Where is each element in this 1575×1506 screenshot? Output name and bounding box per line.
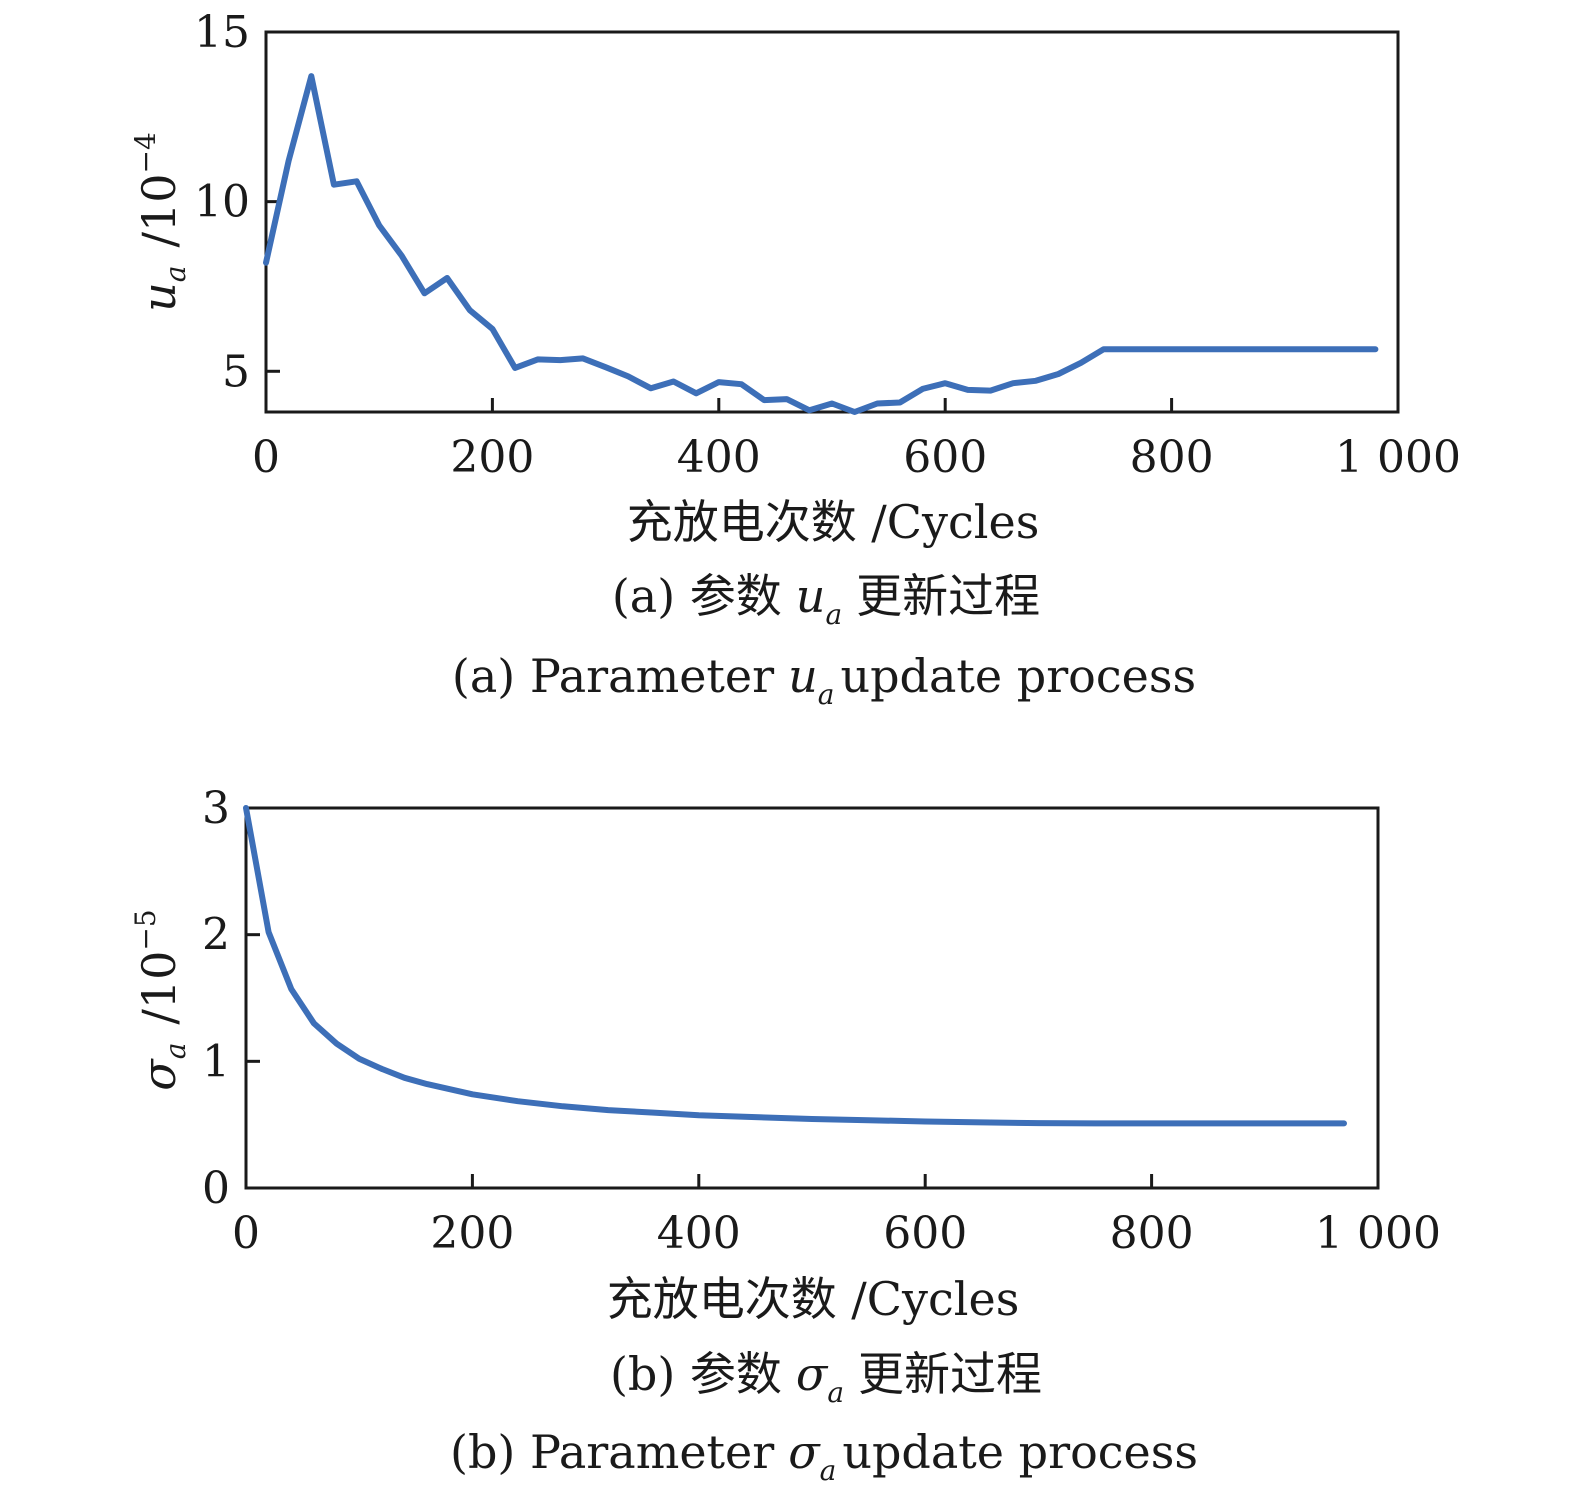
x-tick-label: 600 xyxy=(903,432,987,483)
y-tick-label: 0 xyxy=(202,1163,230,1214)
y-ticks-a: 5 10 15 xyxy=(194,7,280,397)
y-axis-title-a: ua/10−4 xyxy=(129,132,192,312)
x-tick-label: 1 000 xyxy=(1315,1208,1441,1259)
x-axis-title-b: 充放电次数 /Cycles xyxy=(607,1272,1020,1326)
y-tick-label: 2 xyxy=(202,910,230,961)
x-tick-label: 800 xyxy=(1130,432,1214,483)
caption-cn-a: (a) 参数 ua 更新过程 xyxy=(612,569,1040,631)
y-tick-label: 5 xyxy=(222,346,250,397)
x-ticks-a: 0 200 400 600 800 1 000 xyxy=(252,398,1461,483)
x-tick-label: 600 xyxy=(883,1208,967,1259)
series-line-ua xyxy=(263,73,1379,415)
x-tick-label: 0 xyxy=(252,432,280,483)
x-tick-label: 400 xyxy=(657,1208,741,1259)
x-tick-label: 800 xyxy=(1110,1208,1194,1259)
caption-en-a: (a) Parameter ua update process xyxy=(452,649,1196,711)
x-ticks-b: 0 200 400 600 800 1 000 xyxy=(232,1174,1441,1259)
caption-en-b: (b) Parameter σa update process xyxy=(450,1425,1198,1487)
panel-b: 0 1 2 3 0 200 400 600 800 1 000 σa/10−5 充放电次数 /C… xyxy=(129,783,1441,1487)
x-tick-label: 200 xyxy=(430,1208,514,1259)
x-axis-title-a: 充放电次数 /Cycles xyxy=(627,495,1040,549)
x-tick-label: 200 xyxy=(450,432,534,483)
plot-frame-a xyxy=(264,30,1400,414)
series-line-sigma xyxy=(243,805,1347,1127)
panel-a: 5 10 15 0 200 400 600 800 1 000 ua/10−4 充放电次数 /… xyxy=(129,7,1461,711)
caption-cn-b: (b) 参数 σa 更新过程 xyxy=(610,1347,1042,1409)
x-tick-label: 400 xyxy=(677,432,761,483)
x-tick-label: 1 000 xyxy=(1335,432,1461,483)
y-tick-label: 1 xyxy=(202,1036,230,1087)
y-tick-label: 15 xyxy=(194,7,250,58)
plot-frame-b xyxy=(244,806,1380,1190)
y-axis-title-b: σa/10−5 xyxy=(129,909,192,1090)
y-tick-label: 3 xyxy=(202,783,230,834)
x-tick-label: 0 xyxy=(232,1208,260,1259)
y-ticks-b: 0 1 2 3 xyxy=(202,783,260,1214)
y-tick-label: 10 xyxy=(194,177,250,228)
